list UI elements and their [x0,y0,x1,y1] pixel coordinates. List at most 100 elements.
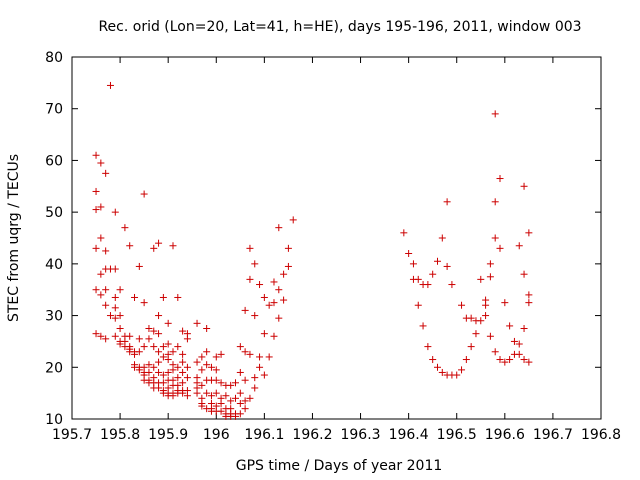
x-tick-label: 196.5 [437,427,477,443]
data-point [193,319,201,327]
data-point [179,358,187,366]
data-point [92,206,100,214]
data-point [217,399,225,407]
data-point [246,394,254,402]
data-point [150,244,158,252]
data-point [116,340,124,348]
data-point [212,353,220,361]
data-point [97,203,105,211]
data-point [438,368,446,376]
data-point [232,412,240,420]
data-point [155,384,163,392]
data-point [520,325,528,332]
data-point [525,291,533,299]
x-tick-label: 195.7 [52,427,92,443]
data-point [458,301,466,309]
data-point [159,293,167,301]
data-point [241,348,249,356]
data-point [111,332,119,340]
data-point [106,81,114,89]
data-point [275,286,283,294]
x-tick-label: 196 [203,427,230,443]
x-tick-label: 196.6 [485,427,525,443]
data-point [491,110,499,118]
data-point [467,314,475,322]
data-point [183,392,191,400]
x-tick-label: 196.4 [389,427,429,443]
data-point [227,381,235,389]
data-point [135,348,143,356]
data-point [111,265,119,273]
data-point [131,350,139,358]
data-point [491,348,499,356]
y-tick-label: 60 [45,153,63,169]
data-point [458,366,466,374]
data-point [515,242,523,250]
y-axis-title: STEC from uqrg / TECUs [6,154,22,322]
data-point [97,291,105,299]
data-point [424,281,432,289]
data-point [448,281,456,289]
data-point [131,293,139,301]
data-point [280,296,288,304]
data-point [169,366,177,374]
data-point [520,270,528,278]
data-point [433,257,441,265]
data-point [520,182,528,190]
data-point [275,224,283,232]
data-point [525,358,533,366]
data-point [116,325,124,332]
data-point [429,356,437,364]
data-point [236,399,244,407]
data-point [232,379,240,387]
data-point [246,244,254,252]
data-point [265,353,273,361]
data-point [159,353,167,361]
data-point [270,278,278,286]
data-point [155,368,163,376]
data-point [515,340,523,348]
data-point [400,229,408,237]
data-point [179,350,187,358]
data-point [116,286,124,294]
y-tick-label: 70 [45,102,63,118]
data-point [164,356,172,364]
data-point [438,234,446,242]
data-point [289,216,297,224]
data-point [236,343,244,351]
y-tick-label: 50 [45,205,63,221]
data-point [486,260,494,268]
data-point [145,325,153,332]
data-point [169,348,177,356]
data-point [102,301,110,309]
data-point [97,234,105,242]
data-point [477,317,485,325]
chart-title: Rec. orid (Lon=20, Lat=41, h=HE), days 1… [98,19,581,35]
data-point [419,322,427,330]
data-point [212,389,220,397]
data-point [155,239,163,247]
data-point [193,358,201,366]
data-point [164,319,172,327]
data-point [150,327,158,335]
data-point [212,366,220,374]
data-point [97,332,105,340]
data-point [482,301,490,309]
data-point [506,322,514,330]
data-point [198,402,206,410]
data-point [116,312,124,320]
data-point [467,343,475,351]
data-point [501,299,509,307]
data-point [183,374,191,382]
data-point [241,376,249,384]
data-point [140,299,148,307]
data-point [169,392,177,400]
x-axis: 195.7 195.8 195.9 196 196.1 196.2 196.3 196.4 19… [52,57,621,443]
data-point [510,337,518,345]
data-point [102,169,110,177]
data-point [207,363,215,371]
data-point [491,198,499,206]
data-point [179,327,187,335]
data-point [106,312,114,320]
data-point [145,335,153,343]
